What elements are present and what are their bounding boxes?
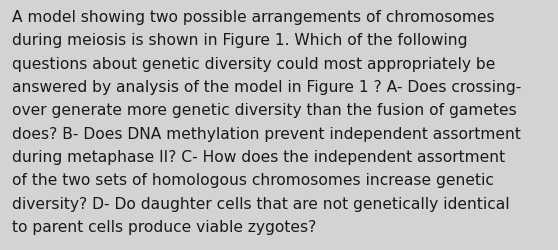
- Text: answered by analysis of the model in Figure 1 ? A- Does crossing-: answered by analysis of the model in Fig…: [12, 80, 521, 95]
- Text: during meiosis is shown in Figure 1. Which of the following: during meiosis is shown in Figure 1. Whi…: [12, 33, 467, 48]
- Text: diversity? D- Do daughter cells that are not genetically identical: diversity? D- Do daughter cells that are…: [12, 196, 509, 211]
- Text: of the two sets of homologous chromosomes increase genetic: of the two sets of homologous chromosome…: [12, 173, 494, 188]
- Text: questions about genetic diversity could most appropriately be: questions about genetic diversity could …: [12, 56, 495, 72]
- Text: does? B- Does DNA methylation prevent independent assortment: does? B- Does DNA methylation prevent in…: [12, 126, 521, 141]
- Text: A model showing two possible arrangements of chromosomes: A model showing two possible arrangement…: [12, 10, 494, 25]
- Text: during metaphase II? C- How does the independent assortment: during metaphase II? C- How does the ind…: [12, 150, 505, 164]
- Text: to parent cells produce viable zygotes?: to parent cells produce viable zygotes?: [12, 219, 316, 234]
- Text: over generate more genetic diversity than the fusion of gametes: over generate more genetic diversity tha…: [12, 103, 517, 118]
